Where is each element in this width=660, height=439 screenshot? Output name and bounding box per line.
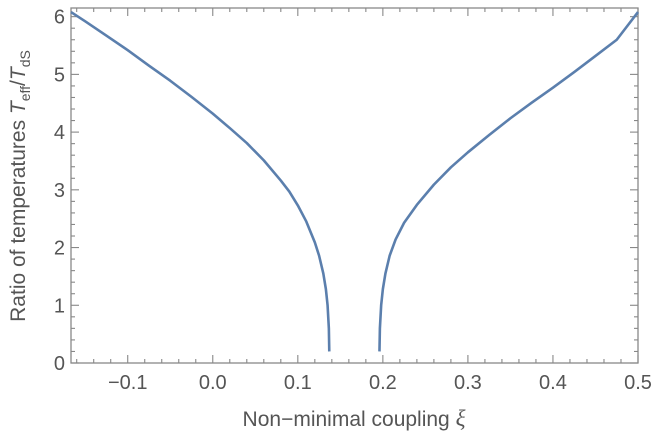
- y-tick-label: 6: [54, 7, 65, 29]
- y-tick-label: 5: [54, 64, 65, 86]
- y-tick-label: 1: [54, 295, 65, 317]
- tick-marks: [71, 8, 639, 364]
- x-tick-label: 0.0: [199, 372, 227, 394]
- data-curves: [70, 10, 640, 352]
- plot-frame: [70, 7, 639, 364]
- y-tick-label: 4: [54, 122, 65, 144]
- curve-branch-1: [70, 10, 331, 352]
- y-tick-label: 0: [54, 353, 65, 375]
- x-tick-label: 0.2: [369, 372, 397, 394]
- y-tick-label: 2: [54, 238, 65, 260]
- x-tick-label: 0.4: [539, 372, 567, 394]
- x-axis-title: Non−minimal coupling ξ: [243, 406, 466, 431]
- curve-branch-2: [378, 11, 640, 352]
- x-tick-label: −0.1: [108, 372, 147, 394]
- y-tick-label: 3: [54, 180, 65, 202]
- y-axis-title: Ratio of temperatures Teff/TdS: [7, 50, 33, 322]
- y-tick-labels: 0 1 2 3 4 5 6: [54, 7, 65, 375]
- x-tick-labels: −0.1 0.0 0.1 0.2 0.3 0.4 0.5: [108, 372, 652, 394]
- x-tick-label: 0.3: [454, 372, 482, 394]
- x-tick-label: 0.1: [284, 372, 312, 394]
- x-tick-label: 0.5: [624, 372, 652, 394]
